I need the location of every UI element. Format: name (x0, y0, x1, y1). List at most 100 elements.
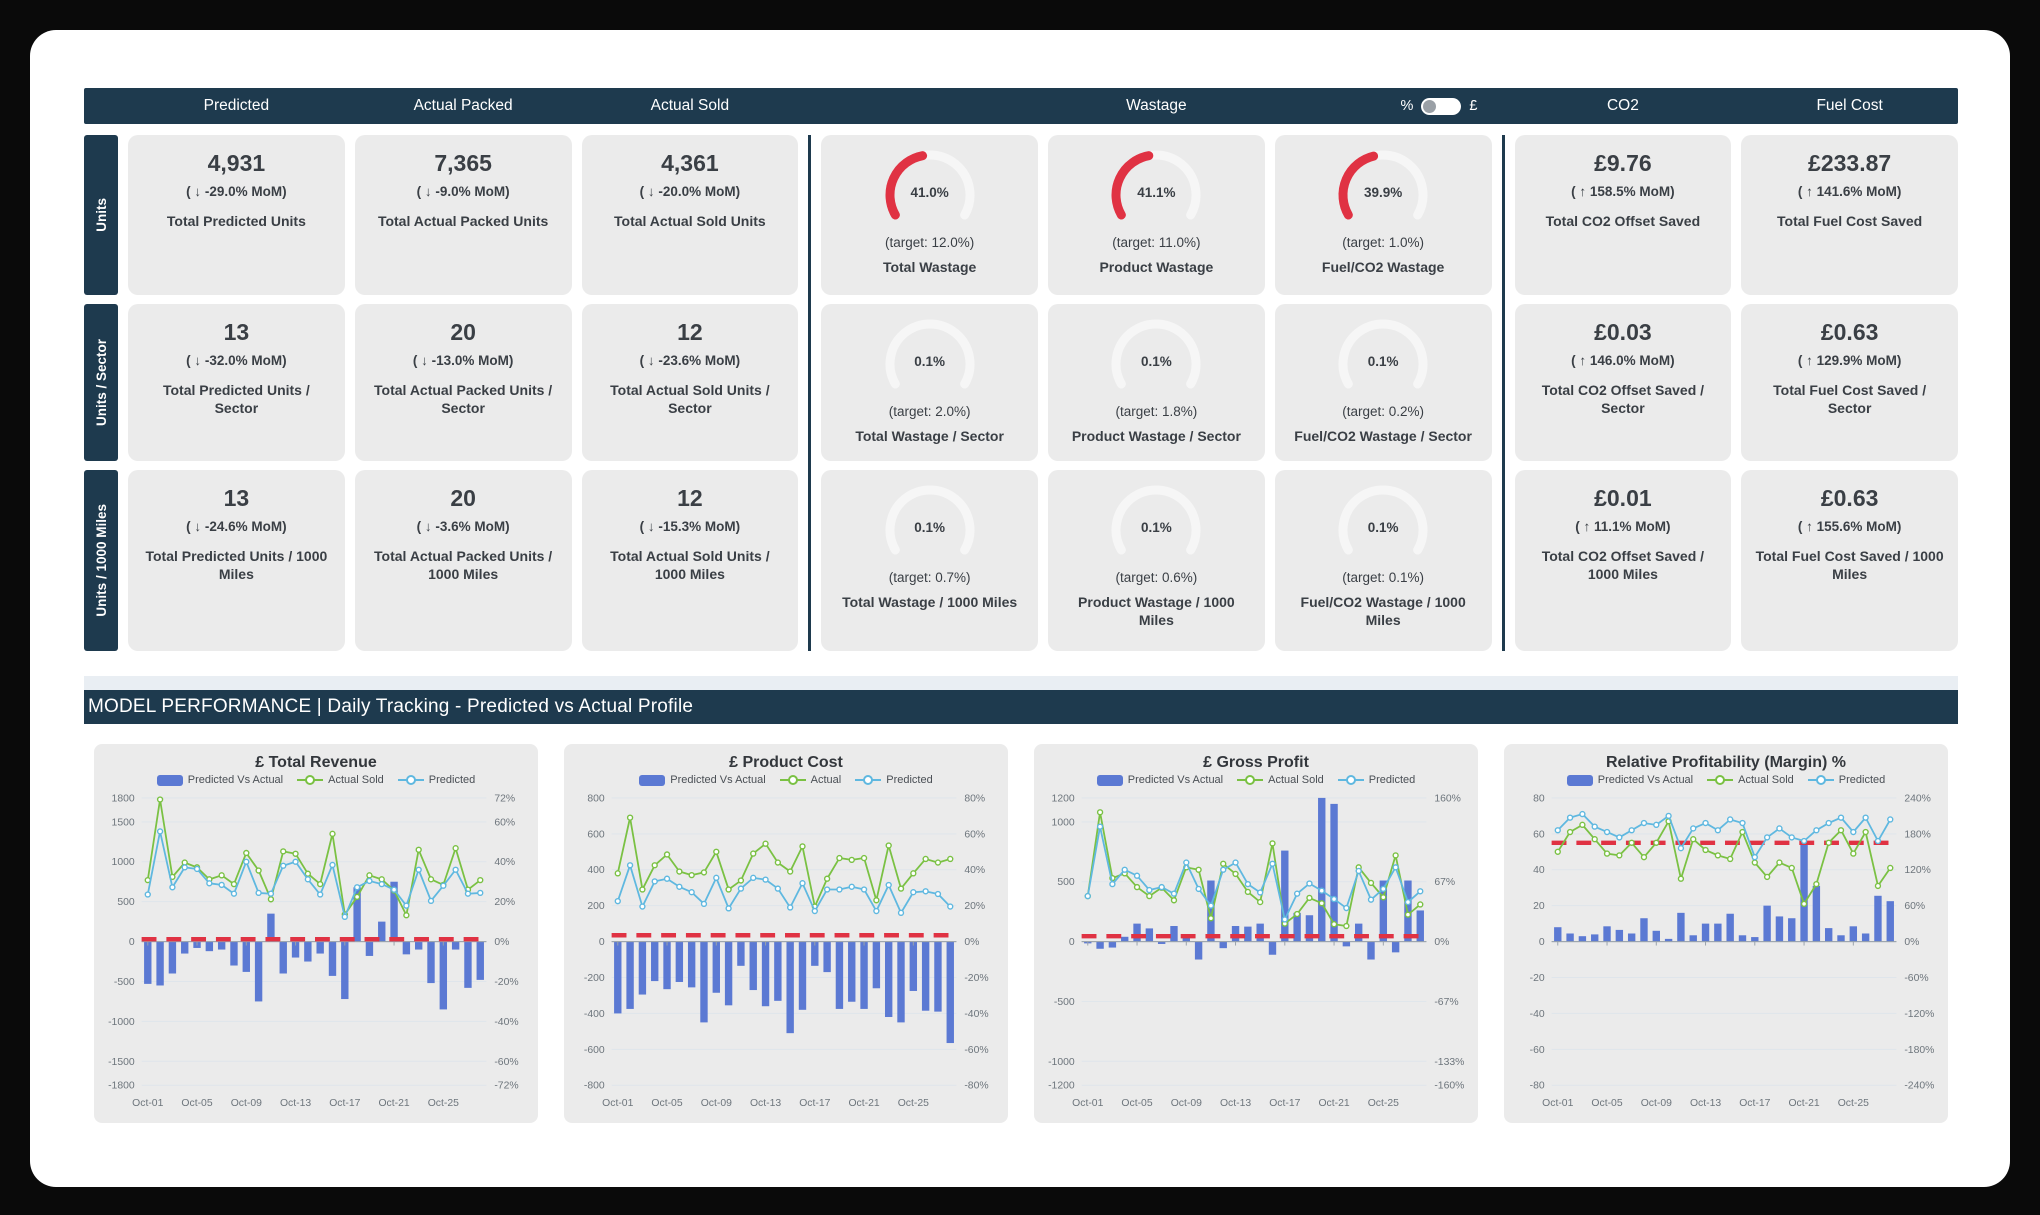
svg-text:-72%: -72% (494, 1081, 518, 1092)
kpi-value: 4,931 (207, 150, 266, 176)
svg-text:60%: 60% (1904, 901, 1925, 912)
legend-item-actual-sold[interactable]: Actual Sold (1707, 774, 1794, 786)
header-co2: CO2 (1606, 97, 1639, 114)
svg-text:Oct-09: Oct-09 (1171, 1098, 1202, 1109)
svg-text:40%: 40% (964, 865, 985, 876)
legend-item-actual-sold[interactable]: Actual Sold (297, 774, 384, 786)
svg-text:60%: 60% (494, 817, 515, 828)
bar-series (614, 941, 954, 1044)
kpi-change: ( ↑ 129.9% MoM) (1797, 353, 1902, 368)
legend-item-predicted[interactable]: Predicted (397, 774, 475, 786)
legend-item-predicted-vs-actual[interactable]: Predicted Vs Actual (639, 774, 766, 786)
svg-text:Oct-09: Oct-09 (231, 1098, 262, 1109)
toggle-knob[interactable] (1423, 99, 1437, 113)
kpi-card-fuel-1000mi: £0.63 ( ↑ 155.6% MoM) Total Fuel Cost Sa… (1741, 470, 1958, 651)
svg-text:60%: 60% (964, 829, 985, 840)
legend-item-predicted[interactable]: Predicted (855, 774, 933, 786)
legend-item-predicted-vs-actual[interactable]: Predicted Vs Actual (156, 774, 283, 786)
svg-text:-160%: -160% (1434, 1081, 1464, 1092)
kpi-value: 13 (223, 485, 250, 511)
kpi-label: Total Predicted Units (166, 213, 306, 229)
legend-item-predicted[interactable]: Predicted (1807, 774, 1885, 786)
svg-text:-400: -400 (584, 1009, 605, 1020)
svg-text:-1500: -1500 (108, 1057, 135, 1068)
svg-text:Oct-25: Oct-25 (428, 1098, 459, 1109)
legend-label: Actual Sold (328, 774, 384, 786)
chart-legend: Predicted Vs Actual Actual Sold Predicte… (1510, 774, 1942, 786)
percent-pound-toggle[interactable] (1421, 97, 1462, 115)
svg-text:Oct-21: Oct-21 (1318, 1098, 1349, 1109)
gauge-target: (target: 0.6%) (1115, 570, 1198, 585)
gauge-value: 0.1% (1140, 354, 1172, 369)
legend-item-predicted[interactable]: Predicted (1337, 774, 1415, 786)
svg-text:20%: 20% (494, 897, 515, 908)
svg-text:-500: -500 (114, 977, 135, 988)
svg-text:0: 0 (129, 937, 135, 948)
kpi-label: Total Actual Sold Units (614, 213, 766, 229)
kpi-header-bar: Predicted Actual Packed Actual Sold Wast… (84, 88, 1958, 124)
unit-toggle-group: % £ (1401, 88, 1478, 124)
kpi-label: Total Wastage / 1000 Miles (842, 594, 1018, 610)
kpi-change: ( ↓ -29.0% MoM) (186, 184, 287, 199)
legend-item-actual[interactable]: Actual (779, 774, 841, 786)
legend-item-actual-sold[interactable]: Actual Sold (1237, 774, 1324, 786)
gauge-target: (target: 0.2%) (1342, 404, 1425, 419)
kpi-change: ( ↓ -32.0% MoM) (186, 353, 287, 368)
section-title: MODEL PERFORMANCE | Daily Tracking - Pre… (88, 696, 694, 717)
gauge-target: (target: 12.0%) (884, 235, 975, 250)
bar-swatch-icon (639, 774, 666, 786)
svg-text:Oct-05: Oct-05 (651, 1098, 682, 1109)
gauge-value: 0.1% (914, 520, 946, 535)
gauge-target: (target: 0.7%) (888, 570, 971, 585)
svg-text:Oct-17: Oct-17 (799, 1098, 830, 1109)
gauge-target: (target: 1.0%) (1342, 235, 1425, 250)
svg-text:1000: 1000 (112, 857, 135, 868)
svg-text:-67%: -67% (1434, 997, 1458, 1008)
kpi-card-fuel: £233.87 ( ↑ 141.6% MoM) Total Fuel Cost … (1741, 135, 1958, 295)
kpi-label: Total Actual Sold Units / Sector (610, 382, 770, 417)
svg-text:-60%: -60% (1904, 973, 1928, 984)
kpi-value: £0.63 (1820, 485, 1879, 511)
svg-text:500: 500 (117, 897, 135, 908)
kpi-card-sold-units-sector: 12 ( ↓ -23.6% MoM) Total Actual Sold Uni… (581, 304, 799, 461)
gauge-value-arc (1338, 151, 1379, 220)
axis-labels: 80 240% 60 180% 40 120% 20 60% 0 0% -20 -60% -40 -120… (1530, 793, 1935, 1109)
gauge-value: 0.1% (1367, 520, 1399, 535)
svg-text:Oct-21: Oct-21 (378, 1098, 409, 1109)
svg-text:Oct-21: Oct-21 (848, 1098, 879, 1109)
kpi-label: Total CO2 Offset Saved (1545, 213, 1701, 229)
svg-text:-80: -80 (1530, 1081, 1545, 1092)
chart-card-product-cost: £ Product Cost Predicted Vs Actual Actua… (564, 744, 1008, 1123)
gauge-value: 39.9% (1363, 185, 1403, 200)
svg-text:60: 60 (1533, 829, 1545, 840)
kpi-value: 12 (677, 319, 703, 345)
wastage-gauge (885, 319, 975, 389)
bar-series (144, 881, 484, 1010)
gauge-value: 41.1% (1137, 185, 1176, 200)
svg-text:1000: 1000 (1052, 817, 1075, 828)
kpi-grid: Units 4,931 ( ↓ -29.0% MoM) Total Predic… (84, 135, 1958, 651)
gauge-card-fuel-co2-wastage: 39.9% (target: 1.0%) Fuel/CO2 Wastage (1274, 135, 1492, 295)
svg-text:Oct-01: Oct-01 (1072, 1098, 1103, 1109)
kpi-label: Total Actual Packed Units / Sector (374, 382, 553, 417)
svg-text:-20%: -20% (494, 977, 518, 988)
gauge-card-total-wastage-1000mi: 0.1% (target: 0.7%) Total Wastage / 1000… (821, 470, 1038, 651)
kpi-change: ( ↑ 146.0% MoM) (1571, 353, 1675, 368)
svg-text:40: 40 (1533, 865, 1545, 876)
legend-item-predicted-vs-actual[interactable]: Predicted Vs Actual (1096, 774, 1223, 786)
gauge-card-fuel-co2-wastage-sector: 0.1% (target: 0.2%) Fuel/CO2 Wastage / S… (1274, 304, 1492, 461)
svg-text:Oct-21: Oct-21 (1788, 1098, 1819, 1109)
kpi-label: Product Wastage (1099, 259, 1214, 275)
svg-text:1800: 1800 (112, 793, 135, 804)
kpi-card-co2: £9.76 ( ↑ 158.5% MoM) Total CO2 Offset S… (1514, 135, 1732, 295)
svg-text:Oct-17: Oct-17 (1739, 1098, 1770, 1109)
svg-text:-133%: -133% (1434, 1057, 1464, 1068)
svg-text:-1200: -1200 (1048, 1081, 1075, 1092)
bar-series (1554, 844, 1894, 942)
svg-text:-120%: -120% (1904, 1009, 1934, 1020)
svg-text:Oct-05: Oct-05 (1121, 1098, 1152, 1109)
legend-item-predicted-vs-actual[interactable]: Predicted Vs Actual (1566, 774, 1693, 786)
svg-text:-600: -600 (584, 1045, 605, 1056)
kpi-change: ( ↑ 155.6% MoM) (1797, 519, 1902, 534)
